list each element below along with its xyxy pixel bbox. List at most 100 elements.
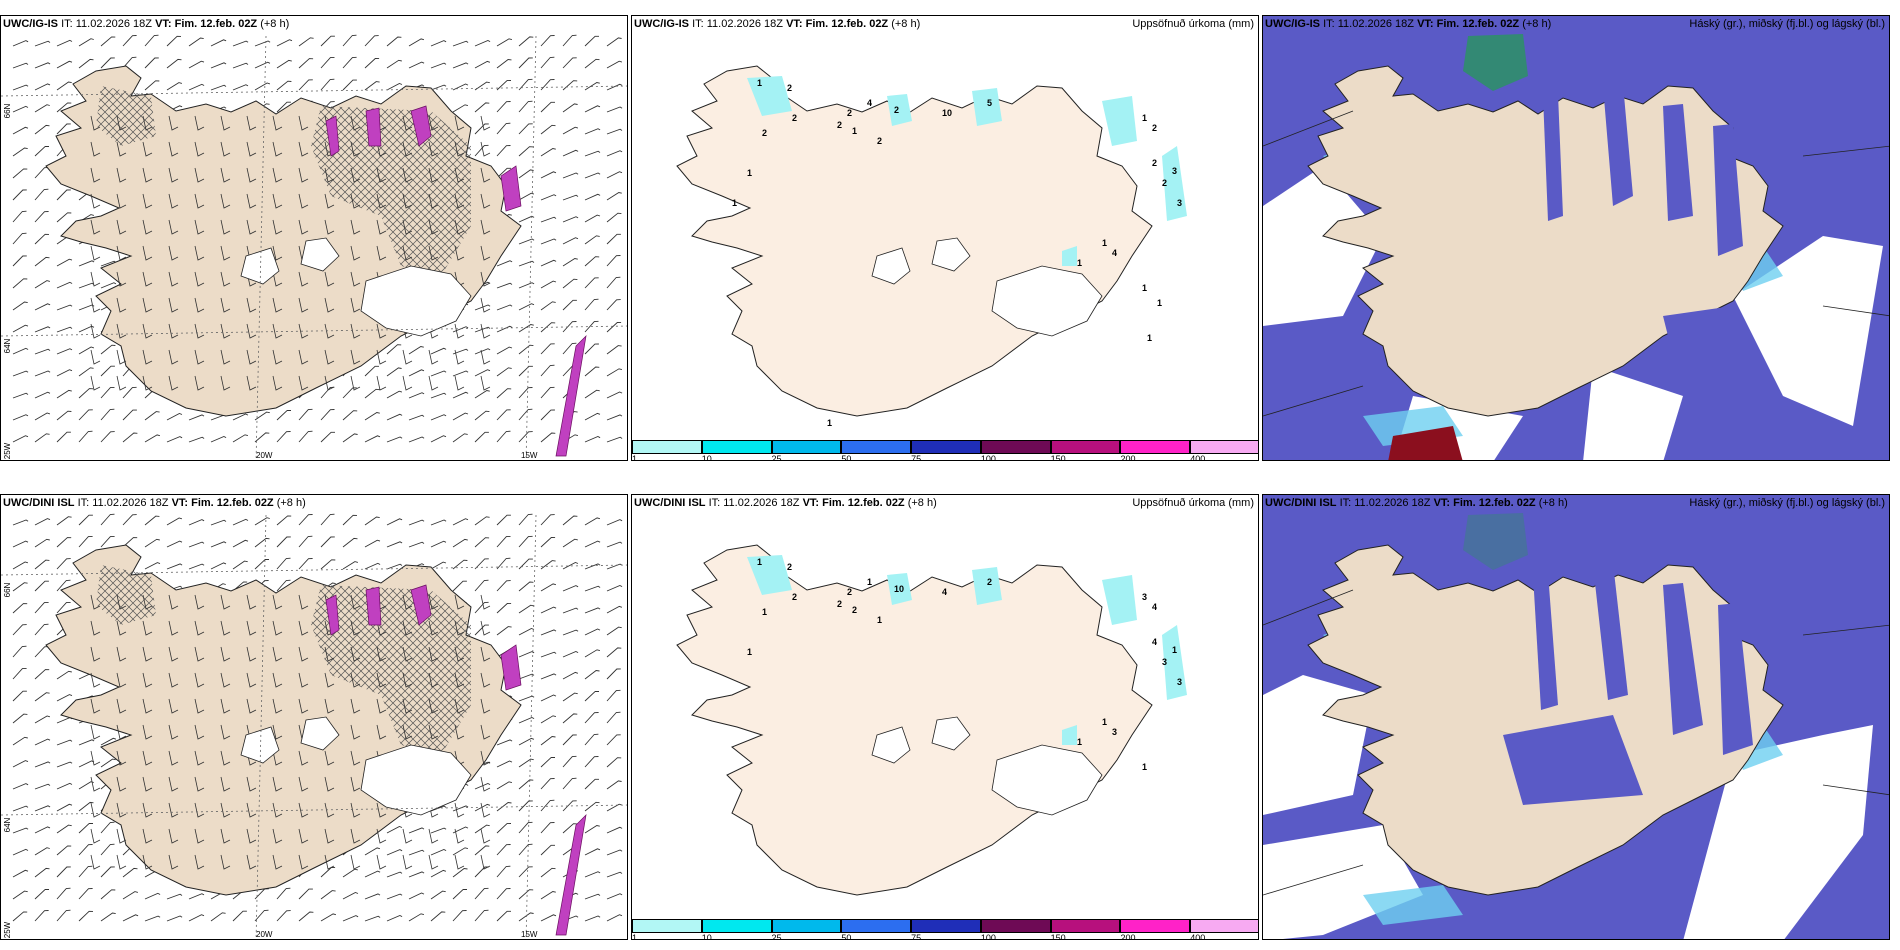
precip-streak: [500, 644, 522, 691]
it-label: IT:: [1323, 18, 1335, 30]
high-cloud-area: [1463, 34, 1528, 91]
mid-cloud-over-land: [1533, 573, 1558, 710]
panel-wind-dini: 66N 64N 25W 20W 15W UWC/DINI ISL IT: 11.02.20…: [0, 494, 628, 940]
colorbar-tick-label: 25: [771, 933, 782, 940]
clear-sky-area: [1583, 366, 1683, 460]
colorbar-swatch: [701, 440, 772, 454]
colorbar-swatch: [701, 919, 772, 933]
precip-value-label: 1: [1102, 717, 1107, 727]
precip-value-label: 2: [787, 562, 792, 572]
map-canvas: [1263, 495, 1889, 939]
precip-streak: [500, 165, 522, 212]
lat-64n-label: 64N: [3, 338, 12, 353]
it-value: 11.02.2026 18Z: [706, 18, 783, 30]
precip-area: [1162, 146, 1187, 221]
panel-cloud-igis: UWC/IG-IS IT: 11.02.2026 18Z VT: Fim. 12…: [1262, 15, 1890, 461]
precip-value-label: 2: [852, 605, 857, 615]
glacier: [991, 265, 1103, 337]
precip-value-label: 4: [1152, 637, 1157, 647]
glacier: [240, 726, 280, 764]
precip-area: [1102, 575, 1137, 625]
mid-cloud-over-land: [1663, 104, 1693, 221]
colorbar-tick-label: 400: [1190, 454, 1206, 461]
precip-value-label: 4: [942, 587, 947, 597]
forecast-offset: (+8 h): [891, 18, 921, 30]
precip-area: [1062, 725, 1077, 745]
precip-streak: [325, 594, 340, 636]
precip-value-label: 2: [847, 108, 852, 118]
precip-value-label: 1: [1077, 258, 1082, 268]
it-value: 11.02.2026 18Z: [1337, 18, 1414, 30]
map-canvas: 66N 64N 25W 20W 15W: [1, 495, 627, 939]
vt-value: Fim. 12.feb. 02Z: [174, 18, 258, 30]
forecast-offset: (+8 h): [1538, 497, 1568, 509]
precip-value-label: 1: [1172, 645, 1177, 655]
precip-streak: [410, 584, 432, 626]
hatched-area: [96, 565, 156, 625]
precip-value-label: 3: [1177, 198, 1182, 208]
precip-value-label: 1: [747, 168, 752, 178]
land-wind-barbs: [90, 115, 491, 391]
high-cloud-area: [1463, 513, 1528, 570]
model-name: UWC/IG-IS: [3, 18, 58, 30]
precip-value-label: 2: [762, 128, 767, 138]
colorbar-tick-label: 75: [911, 933, 922, 940]
panel-field-title: Háský (gr.), miðský (fj.bl.) og lágský (…: [1689, 18, 1885, 30]
it-value: 11.02.2026 18Z: [75, 18, 152, 30]
precip-area: [747, 76, 792, 116]
colorbar-tick-label: 400: [1190, 933, 1206, 940]
precip-value-label: 3: [1142, 592, 1147, 602]
precip-value-label: 10: [942, 108, 952, 118]
colorbar-tick-label: 1: [632, 454, 638, 461]
lon-15w-label: 15W: [521, 930, 538, 939]
panel-title: UWC/DINI ISL IT: 11.02.2026 18Z VT: Fim.…: [1265, 497, 1568, 509]
lon-15w-label: 15W: [521, 451, 538, 460]
colorbar-swatch: [771, 440, 842, 454]
deep-cloud-area: [1388, 426, 1463, 460]
precip-value-label: 10: [894, 584, 904, 594]
colorbar-swatch: [1120, 440, 1191, 454]
vt-label: VT:: [171, 497, 189, 509]
vt-label: VT:: [802, 497, 820, 509]
precip-value-label: 3: [1162, 657, 1167, 667]
forecast-offset: (+8 h): [1522, 18, 1552, 30]
precip-streak: [555, 813, 587, 936]
clear-sky-area: [1733, 236, 1883, 426]
precip-value-label: 3: [1172, 166, 1177, 176]
vt-value: Fim. 12.feb. 02Z: [822, 497, 905, 509]
precip-streak: [325, 115, 340, 157]
it-value: 11.02.2026 18Z: [92, 497, 169, 509]
colorbar-tick-label: 75: [911, 454, 922, 461]
precip-area: [747, 555, 792, 595]
panel-title: UWC/IG-IS IT: 11.02.2026 18Z VT: Fim. 12…: [634, 18, 920, 30]
glacier: [300, 716, 340, 751]
precip-value-label: 1: [1157, 298, 1162, 308]
colorbar-swatch: [841, 440, 912, 454]
panel-precip-dini: 1 2 2 1 1 2 2 2 1 1 10 4 2 3 4 4 1 3 3 3 1 1 1 1 10 25 50 75 100 150 2…: [631, 494, 1259, 940]
glacier: [360, 265, 472, 337]
precip-value-label: 2: [792, 592, 797, 602]
model-name: UWC/DINI ISL: [634, 497, 706, 509]
glacier: [871, 726, 911, 764]
lat-64n-label: 64N: [3, 817, 12, 832]
vt-value: Fim. 12.feb. 02Z: [1453, 497, 1536, 509]
mid-cloud-over-land: [1663, 306, 1743, 356]
panel-title: UWC/DINI ISL IT: 11.02.2026 18Z VT: Fim.…: [634, 497, 937, 509]
low-cloud-area: [1363, 885, 1463, 925]
colorbar-tick-label: 10: [701, 933, 712, 940]
it-label: IT:: [708, 497, 721, 509]
colorbar-tick-label: 200: [1120, 933, 1136, 940]
precip-value-label: 1: [1142, 113, 1147, 123]
clear-sky-area: [1263, 166, 1383, 326]
mid-cloud-over-land: [1543, 94, 1563, 221]
precip-value-label: 2: [837, 599, 842, 609]
mid-cloud-over-land: [1713, 124, 1743, 256]
precip-value-label: 2: [847, 587, 852, 597]
model-name: UWC/DINI ISL: [1265, 497, 1337, 509]
precip-value-label: 1: [747, 647, 752, 657]
iceland-landmass: [1307, 544, 1784, 896]
map-canvas: [1263, 16, 1889, 460]
colorbar-swatch: [911, 919, 981, 933]
precip-value-label: 1: [1142, 283, 1147, 293]
